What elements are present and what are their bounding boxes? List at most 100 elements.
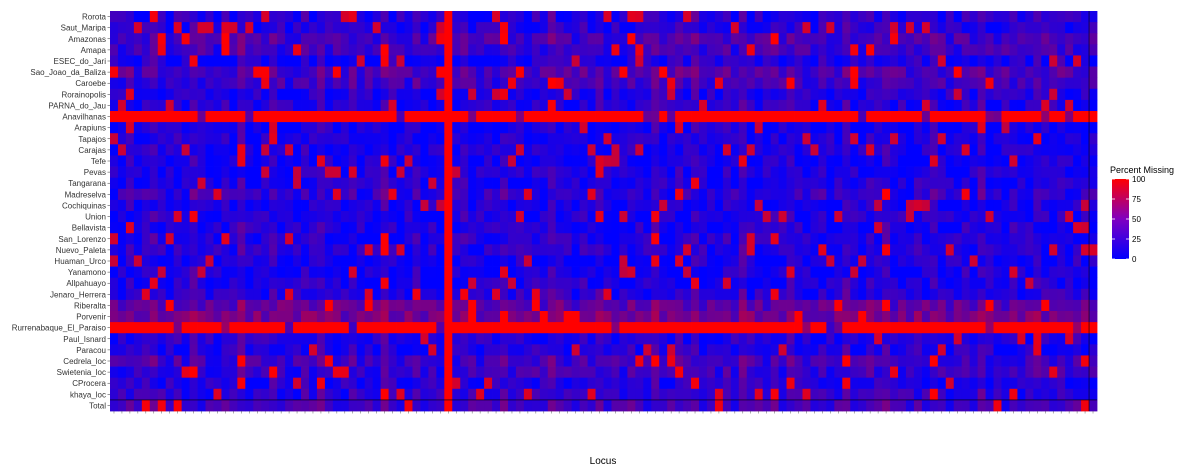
heatmap-cell (579, 377, 588, 390)
heatmap-cell (595, 66, 604, 79)
row-label: CProcera (72, 379, 106, 388)
heatmap-cell (595, 33, 604, 45)
heatmap-cell (269, 44, 278, 56)
heatmap-cell (1025, 233, 1034, 245)
heatmap-cell (993, 366, 1002, 379)
heatmap-cell (905, 322, 915, 334)
heatmap-cell (539, 333, 549, 345)
heatmap-cell (460, 33, 469, 45)
heatmap-cell (1073, 155, 1082, 167)
heatmap-cell (730, 111, 740, 123)
heatmap-cell (810, 188, 819, 201)
heatmap-cell (205, 311, 214, 323)
heatmap-cell (1057, 77, 1066, 90)
heatmap-cell (348, 199, 358, 212)
heatmap-cell (436, 111, 445, 123)
heatmap-cell (1025, 388, 1034, 401)
heatmap-cell (253, 322, 262, 334)
heatmap-cell (1001, 55, 1010, 67)
heatmap-cell (253, 77, 262, 90)
heatmap-cell (905, 388, 915, 401)
heatmap-cell (953, 88, 963, 101)
heatmap-cell (842, 11, 851, 23)
heatmap-cell (1033, 233, 1042, 245)
heatmap-cell (937, 233, 947, 245)
heatmap-cell (412, 166, 421, 179)
heatmap-cell (125, 177, 135, 190)
heatmap-cell (866, 377, 875, 390)
heatmap-cell (882, 144, 891, 156)
heatmap-cell (810, 22, 819, 34)
heatmap-cell (444, 55, 453, 67)
heatmap-cell (253, 155, 262, 167)
heatmap-cell (842, 333, 851, 345)
heatmap-cell (277, 277, 286, 290)
heatmap-cell (452, 111, 461, 123)
heatmap-cell (953, 266, 963, 279)
heatmap-cell (316, 244, 326, 256)
heatmap-cell (332, 144, 342, 156)
heatmap-cell (945, 88, 955, 101)
heatmap-cell (293, 99, 302, 112)
heatmap-cell (858, 244, 867, 256)
heatmap-cell (269, 222, 278, 234)
heatmap-cell (213, 244, 222, 256)
heatmap-cell (993, 111, 1002, 123)
heatmap-cell (110, 155, 119, 167)
heatmap-cell (388, 299, 397, 312)
heatmap-cell (181, 44, 190, 56)
heatmap-cell (484, 133, 493, 145)
heatmap-cell (659, 133, 668, 145)
heatmap-cell (1017, 399, 1026, 412)
heatmap-cell (324, 133, 334, 145)
heatmap-cell (714, 266, 724, 279)
heatmap-cell (587, 277, 596, 290)
heatmap-cell (691, 366, 700, 379)
heatmap-cell (237, 44, 246, 56)
heatmap-cell (277, 255, 286, 267)
heatmap-cell (1001, 333, 1010, 345)
heatmap-cell (205, 199, 214, 212)
heatmap-cell (324, 99, 334, 112)
heatmap-cell (181, 133, 190, 145)
heatmap-cell (1057, 11, 1066, 23)
heatmap-cell (635, 166, 644, 179)
heatmap-cell (110, 366, 119, 379)
heatmap-cell (133, 288, 143, 301)
heatmap-cell (714, 77, 724, 90)
heatmap-cell (555, 355, 565, 367)
heatmap-cell (595, 166, 604, 179)
heatmap-cell (205, 88, 214, 101)
heatmap-cell (611, 366, 620, 379)
heatmap-cell (754, 344, 764, 356)
heatmap-cell (834, 144, 843, 156)
heatmap-cell (794, 244, 803, 256)
heatmap-cell (611, 55, 620, 67)
heatmap-cell (372, 399, 382, 412)
heatmap-cell (603, 11, 612, 23)
heatmap-cell (778, 88, 787, 101)
heatmap-cell (667, 22, 676, 34)
heatmap-cell (619, 311, 628, 323)
heatmap-cell (762, 266, 772, 279)
heatmap-cell (603, 55, 612, 67)
heatmap-cell (221, 55, 230, 67)
heatmap-cell (571, 277, 581, 290)
heatmap-cell (961, 11, 971, 23)
legend-tick-label: 100 (1132, 175, 1146, 184)
heatmap-cell (149, 222, 159, 234)
heatmap-cell (1081, 122, 1090, 134)
heatmap-cell (221, 355, 230, 367)
heatmap-cell (810, 155, 819, 167)
heatmap-cell (523, 44, 533, 56)
heatmap-cell (969, 77, 979, 90)
heatmap-cell (738, 266, 748, 279)
heatmap-cell (595, 22, 604, 34)
heatmap-cell (181, 77, 190, 90)
heatmap-cell (332, 399, 342, 412)
heatmap-cell (786, 344, 795, 356)
heatmap-cell (850, 22, 859, 34)
heatmap-cell (1009, 77, 1018, 90)
heatmap-cell (372, 177, 382, 190)
heatmap-cell (866, 33, 875, 45)
